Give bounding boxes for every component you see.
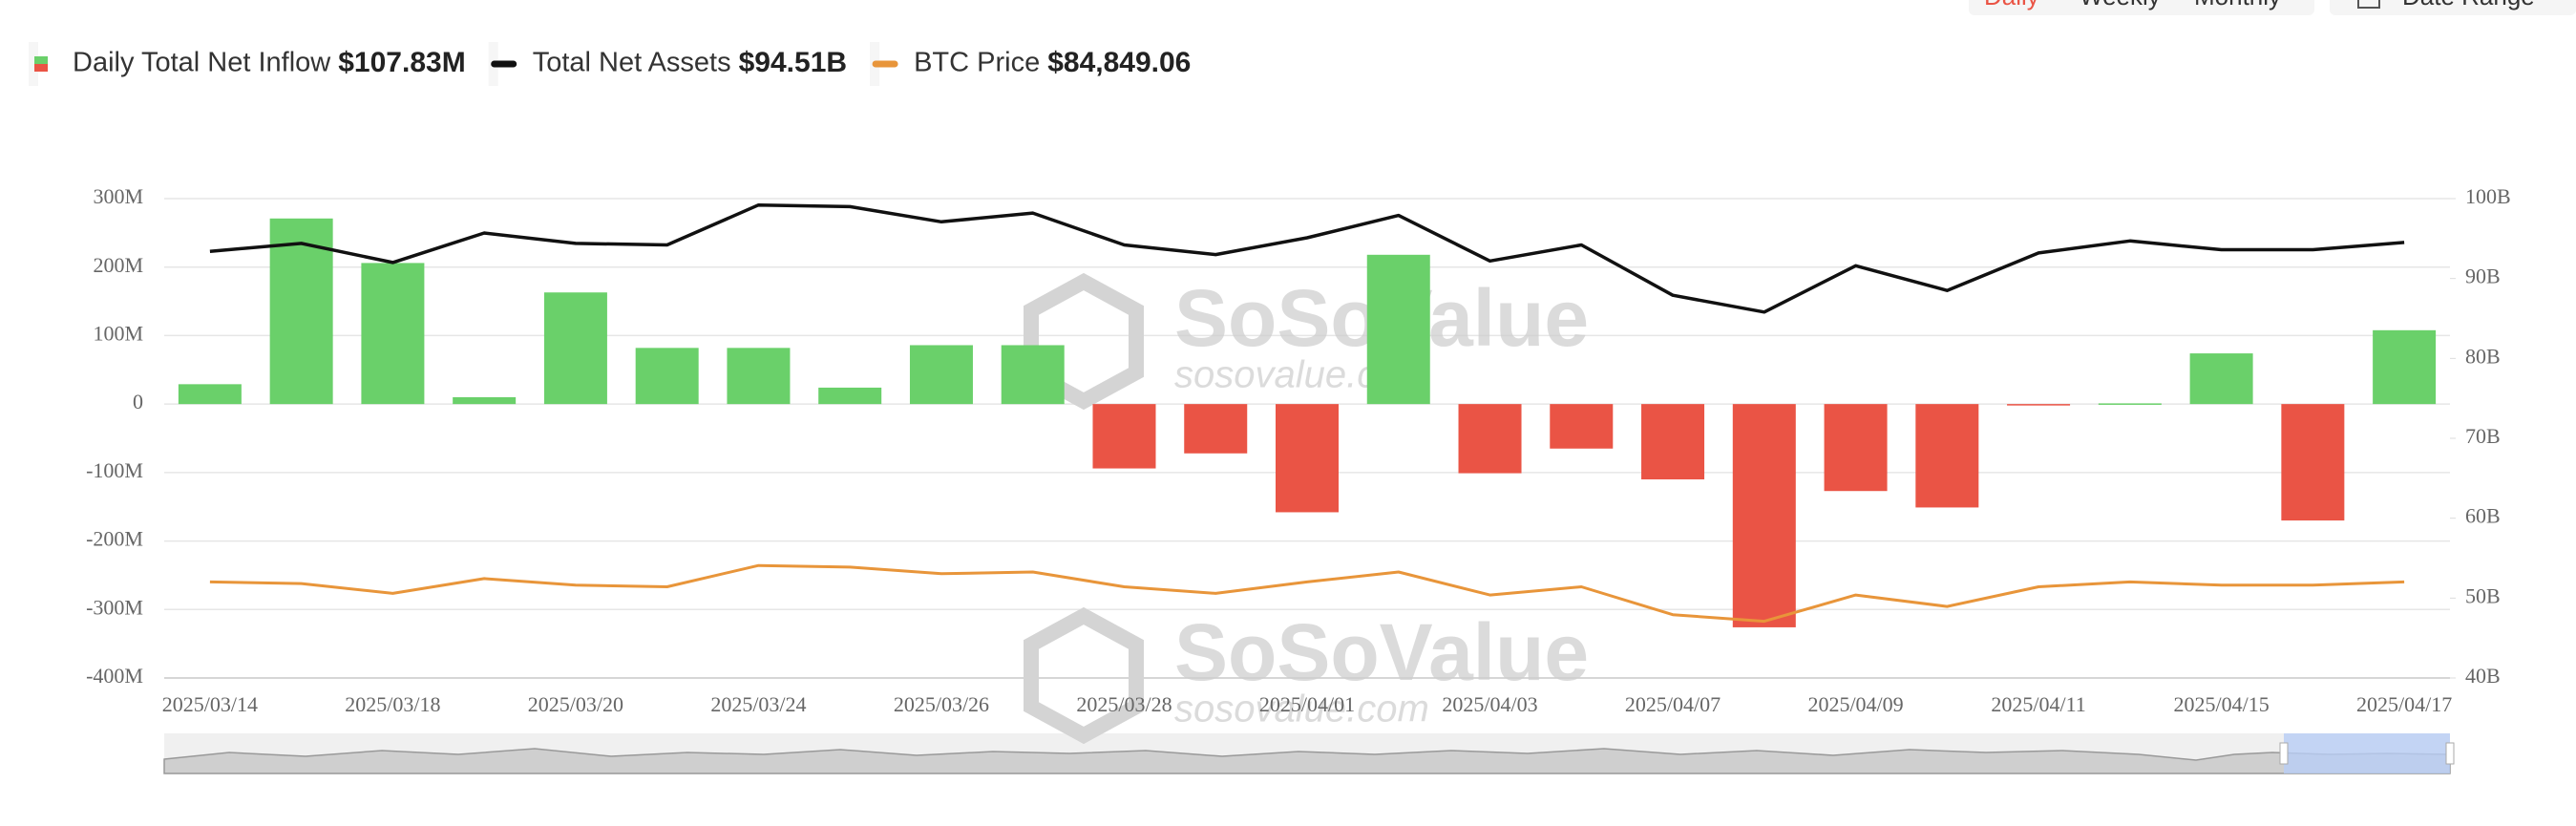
tab[interactable]: Monthly	[2194, 0, 2281, 11]
x-tick-label: 2025/04/17	[2356, 692, 2452, 716]
legend-value: $84,849.06	[1047, 47, 1191, 78]
y2-tick-label: 40B	[2465, 664, 2501, 688]
legend: Daily Total Net Inflow $107.83M Total Net …	[29, 42, 1191, 86]
y2-tick-label: 80B	[2465, 344, 2501, 368]
tab-bg	[1969, 0, 2314, 15]
watermark-logo	[1024, 606, 1144, 745]
bar	[1915, 404, 1979, 508]
y2-tick-label: 60B	[2465, 504, 2501, 528]
watermark-group: SoSoValue sosovalue.com	[1024, 606, 1589, 745]
bar	[453, 396, 517, 405]
tab[interactable]: Weekly	[2080, 0, 2161, 11]
bar	[1366, 254, 1430, 405]
bar	[1732, 404, 1796, 627]
watermark-text: SoSoValue	[1174, 607, 1589, 697]
bar	[1458, 404, 1522, 474]
navigator[interactable]	[163, 733, 2455, 774]
x-tick-label: 2025/04/01	[1259, 692, 1355, 716]
bar	[361, 263, 425, 405]
date-range-button[interactable]: Date Range	[2330, 0, 2576, 15]
y-tick-label: -200M	[86, 527, 143, 551]
line	[209, 563, 2405, 624]
bar	[2007, 404, 2071, 406]
legend-value: $94.51B	[739, 47, 847, 78]
bar	[635, 348, 699, 405]
x-tick-label: 2025/04/11	[1991, 692, 2085, 716]
navigator-selection[interactable]	[2284, 733, 2450, 773]
bar	[1001, 345, 1065, 405]
legend-swatch	[34, 64, 48, 72]
y2-tick-label: 70B	[2465, 424, 2501, 448]
x-tick-label: 2025/03/14	[162, 692, 258, 716]
bar	[727, 348, 791, 405]
navigator-area	[163, 748, 2451, 774]
watermark-logo	[1024, 272, 1144, 411]
navigator-handle[interactable]	[2279, 742, 2289, 765]
navigator-handle[interactable]	[2445, 742, 2455, 765]
x-tick-label: 2025/04/03	[1442, 692, 1537, 716]
legend-label: BTC Price	[914, 48, 1040, 78]
watermark-url: sosovalue.com	[1174, 688, 1429, 731]
bar	[1184, 404, 1248, 454]
y-tick-label: -100M	[86, 458, 143, 482]
y2-tick-label: 100B	[2465, 184, 2511, 208]
y-tick-label: 0	[133, 390, 143, 413]
watermark: SoSoValue sosovalue.com SoSoValue sosova…	[1024, 272, 1589, 745]
bar	[2098, 403, 2162, 405]
bar	[2189, 353, 2253, 405]
legend-swatch	[34, 56, 48, 64]
bar	[2281, 404, 2345, 521]
bar	[1824, 404, 1888, 492]
bar	[2373, 329, 2437, 405]
line	[209, 202, 2405, 314]
watermark-group: SoSoValue sosovalue.com	[1024, 272, 1589, 411]
x-tick-label: 2025/04/07	[1625, 692, 1721, 716]
bar	[1641, 404, 1705, 480]
button-label[interactable]: Date Range	[2402, 0, 2535, 11]
y2-tick-label: 90B	[2465, 265, 2501, 288]
bar	[1276, 404, 1339, 513]
x-tick-label: 2025/04/15	[2173, 692, 2269, 716]
bar	[818, 387, 882, 405]
y-tick-label: 200M	[93, 253, 143, 277]
x-tick-label: 2025/03/24	[710, 692, 806, 716]
tab[interactable]: Daily	[1984, 0, 2039, 11]
bar	[543, 292, 607, 405]
legend-value: $107.83M	[338, 47, 465, 78]
y2-tick-label: 50B	[2465, 583, 2501, 607]
legend-label: Daily Total Net Inflow	[73, 48, 331, 78]
x-tick-label: 2025/03/26	[894, 692, 989, 716]
bar	[178, 384, 242, 405]
x-tick-label: 2025/04/09	[1807, 692, 1903, 716]
legend-label: Total Net Assets	[533, 48, 731, 78]
button-bg	[2330, 0, 2576, 15]
legend-bg	[29, 42, 38, 86]
x-tick-label: 2025/03/18	[345, 692, 440, 716]
y-tick-label: -300M	[86, 595, 143, 619]
y-tick-label: -400M	[86, 664, 143, 688]
bar	[1550, 404, 1614, 449]
y-tick-label: 300M	[93, 184, 143, 208]
bar	[1092, 404, 1156, 469]
tab-bar[interactable]: Daily Weekly Monthly	[1969, 0, 2314, 15]
x-tick-label: 2025/03/28	[1076, 692, 1172, 716]
calendar-icon	[2357, 0, 2380, 9]
y-tick-label: 100M	[93, 321, 143, 345]
bar	[909, 345, 973, 405]
x-tick-label: 2025/03/20	[528, 692, 623, 716]
